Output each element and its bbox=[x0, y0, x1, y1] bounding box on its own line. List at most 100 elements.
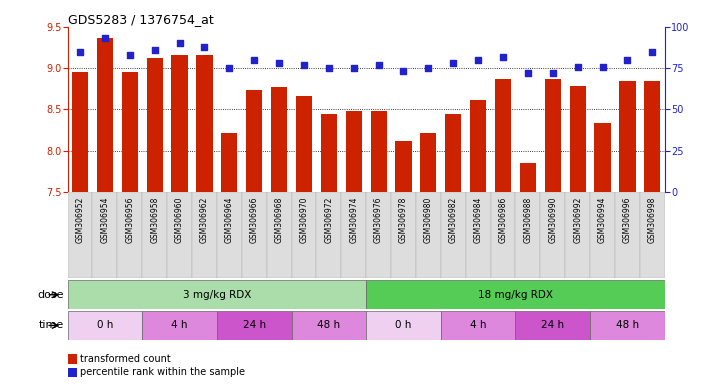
Point bbox=[498, 53, 509, 60]
Bar bbox=[292, 192, 316, 278]
Bar bbox=[619, 81, 636, 192]
Text: 48 h: 48 h bbox=[317, 320, 341, 331]
Bar bbox=[296, 96, 312, 192]
Text: 4 h: 4 h bbox=[171, 320, 188, 331]
Bar bbox=[515, 311, 590, 340]
Bar bbox=[366, 192, 391, 278]
Point bbox=[647, 49, 658, 55]
Text: percentile rank within the sample: percentile rank within the sample bbox=[80, 367, 245, 377]
Text: GSM306982: GSM306982 bbox=[449, 196, 458, 243]
Text: time: time bbox=[38, 320, 64, 331]
Point bbox=[597, 63, 609, 70]
Bar bbox=[142, 192, 167, 278]
Bar bbox=[416, 192, 441, 278]
Bar bbox=[246, 91, 262, 192]
Text: GSM306972: GSM306972 bbox=[324, 196, 333, 243]
Text: GSM306996: GSM306996 bbox=[623, 196, 632, 243]
Bar bbox=[146, 58, 163, 192]
Bar bbox=[217, 192, 242, 278]
Text: GSM306954: GSM306954 bbox=[100, 196, 109, 243]
Text: GSM306964: GSM306964 bbox=[225, 196, 234, 243]
Bar bbox=[594, 124, 611, 192]
Bar bbox=[167, 192, 192, 278]
Text: GSM306966: GSM306966 bbox=[250, 196, 259, 243]
Bar bbox=[142, 311, 217, 340]
Text: GSM306988: GSM306988 bbox=[523, 196, 533, 243]
Bar bbox=[615, 192, 640, 278]
Point bbox=[423, 65, 434, 71]
Text: GSM306974: GSM306974 bbox=[349, 196, 358, 243]
Bar bbox=[495, 79, 511, 192]
Bar bbox=[196, 55, 213, 192]
Bar bbox=[267, 192, 292, 278]
Bar bbox=[292, 311, 366, 340]
Text: GSM306952: GSM306952 bbox=[75, 196, 85, 243]
Bar bbox=[590, 192, 615, 278]
Text: GSM306962: GSM306962 bbox=[200, 196, 209, 243]
Point bbox=[348, 65, 360, 71]
Text: 24 h: 24 h bbox=[242, 320, 266, 331]
Bar bbox=[441, 311, 515, 340]
Bar bbox=[68, 311, 142, 340]
Bar bbox=[92, 192, 117, 278]
Bar bbox=[644, 81, 661, 192]
Text: transformed count: transformed count bbox=[80, 354, 171, 364]
Text: GSM306992: GSM306992 bbox=[573, 196, 582, 243]
Bar bbox=[117, 192, 142, 278]
Bar bbox=[122, 72, 138, 192]
Point bbox=[522, 70, 533, 76]
Text: 0 h: 0 h bbox=[395, 320, 412, 331]
Text: GSM306956: GSM306956 bbox=[125, 196, 134, 243]
Point bbox=[398, 68, 410, 74]
Text: GSM306958: GSM306958 bbox=[150, 196, 159, 243]
Bar bbox=[466, 192, 491, 278]
Text: GSM306978: GSM306978 bbox=[399, 196, 408, 243]
Bar bbox=[470, 99, 486, 192]
Bar bbox=[321, 114, 337, 192]
Bar bbox=[217, 311, 292, 340]
Point bbox=[324, 65, 335, 71]
Text: GSM306970: GSM306970 bbox=[299, 196, 309, 243]
Point bbox=[448, 60, 459, 66]
Bar bbox=[520, 163, 536, 192]
Bar bbox=[570, 86, 586, 192]
Bar bbox=[316, 192, 341, 278]
Point bbox=[373, 62, 385, 68]
Text: GSM306980: GSM306980 bbox=[424, 196, 433, 243]
Text: GSM306986: GSM306986 bbox=[498, 196, 508, 243]
Text: 3 mg/kg RDX: 3 mg/kg RDX bbox=[183, 290, 251, 300]
Bar bbox=[97, 38, 113, 192]
Text: 18 mg/kg RDX: 18 mg/kg RDX bbox=[478, 290, 553, 300]
Point bbox=[274, 60, 285, 66]
Point bbox=[249, 57, 260, 63]
Bar bbox=[192, 192, 217, 278]
Bar bbox=[590, 311, 665, 340]
Bar bbox=[545, 79, 561, 192]
Text: 48 h: 48 h bbox=[616, 320, 639, 331]
Point bbox=[572, 63, 584, 70]
Point bbox=[124, 52, 136, 58]
Text: 4 h: 4 h bbox=[470, 320, 486, 331]
Point bbox=[547, 70, 559, 76]
Point bbox=[75, 49, 86, 55]
Bar bbox=[640, 192, 665, 278]
Text: dose: dose bbox=[38, 290, 64, 300]
Bar bbox=[271, 87, 287, 192]
Text: GSM306990: GSM306990 bbox=[548, 196, 557, 243]
Text: GSM306984: GSM306984 bbox=[474, 196, 483, 243]
Bar bbox=[515, 192, 540, 278]
Point bbox=[473, 57, 484, 63]
Bar bbox=[395, 141, 412, 192]
Text: GSM306960: GSM306960 bbox=[175, 196, 184, 243]
Bar bbox=[242, 192, 267, 278]
Bar bbox=[491, 192, 515, 278]
Text: GSM306976: GSM306976 bbox=[374, 196, 383, 243]
Bar bbox=[441, 192, 466, 278]
Point bbox=[149, 47, 161, 53]
Bar bbox=[540, 192, 565, 278]
Bar bbox=[391, 192, 416, 278]
Bar bbox=[370, 111, 387, 192]
Bar bbox=[68, 192, 92, 278]
Point bbox=[622, 57, 634, 63]
Bar bbox=[68, 280, 366, 309]
